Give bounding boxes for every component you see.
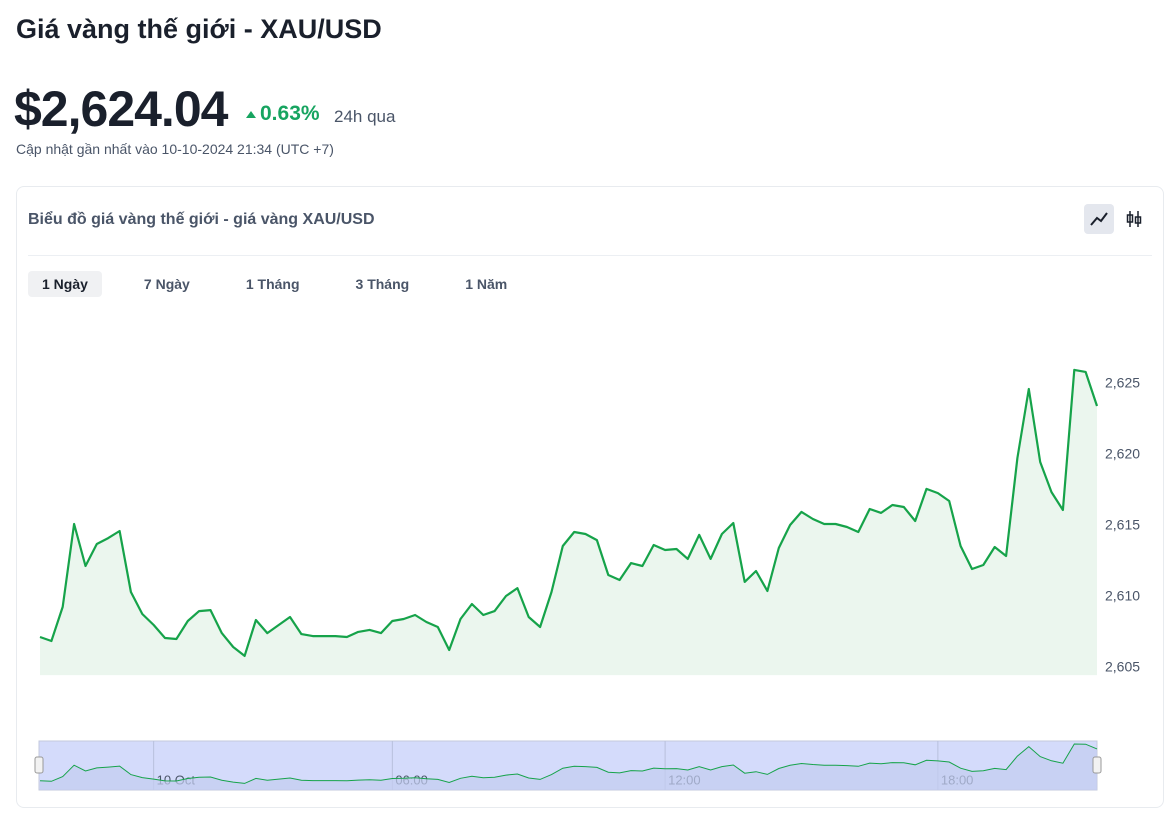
y-tick-label: 2,625 [1105, 375, 1140, 391]
change-value: 0.63% [260, 102, 320, 125]
navigator-handle [34, 756, 44, 774]
price: $2,624.04 [14, 81, 228, 137]
line-chart-button[interactable] [1084, 204, 1114, 234]
y-tick-label: 2,620 [1105, 446, 1140, 462]
y-tick-label: 2,610 [1105, 588, 1140, 604]
range-tab[interactable]: 1 Tháng [245, 276, 300, 292]
y-tick-label: 2,605 [1105, 659, 1140, 675]
separator [28, 255, 1152, 256]
candle-icon [1126, 211, 1142, 227]
range-tab[interactable]: 1 Ngày [28, 271, 102, 297]
range-tab[interactable]: 3 Tháng [355, 276, 410, 292]
change-period: 24h qua [334, 107, 396, 126]
card-title: Biểu đồ giá vàng thế giới - giá vàng XAU… [28, 211, 375, 228]
change: 0.63% [246, 102, 320, 126]
range-tabs: 1 Ngày 7 Ngày 1 Tháng 3 Tháng 1 Năm [28, 271, 545, 297]
updated: Cập nhật gần nhất vào 10-10-2024 21:34 (… [16, 141, 334, 157]
line-icon [1090, 212, 1108, 226]
up-icon [246, 111, 256, 119]
chart-card: Biểu đồ giá vàng thế giới - giá vàng XAU… [16, 186, 1164, 808]
price-line [39, 368, 1099, 657]
y-tick-label: 2,615 [1105, 517, 1140, 533]
range-tab[interactable]: 1 Năm [465, 276, 508, 292]
navigator-area [40, 744, 1097, 790]
area-fill [40, 369, 1097, 676]
page-title: Giá vàng thế giới - XAU/USD [16, 14, 382, 44]
candle-chart-button[interactable] [1119, 204, 1149, 234]
navigator-line [39, 743, 1098, 784]
navigator-handle [1092, 756, 1102, 774]
range-tab[interactable]: 7 Ngày [143, 276, 190, 292]
